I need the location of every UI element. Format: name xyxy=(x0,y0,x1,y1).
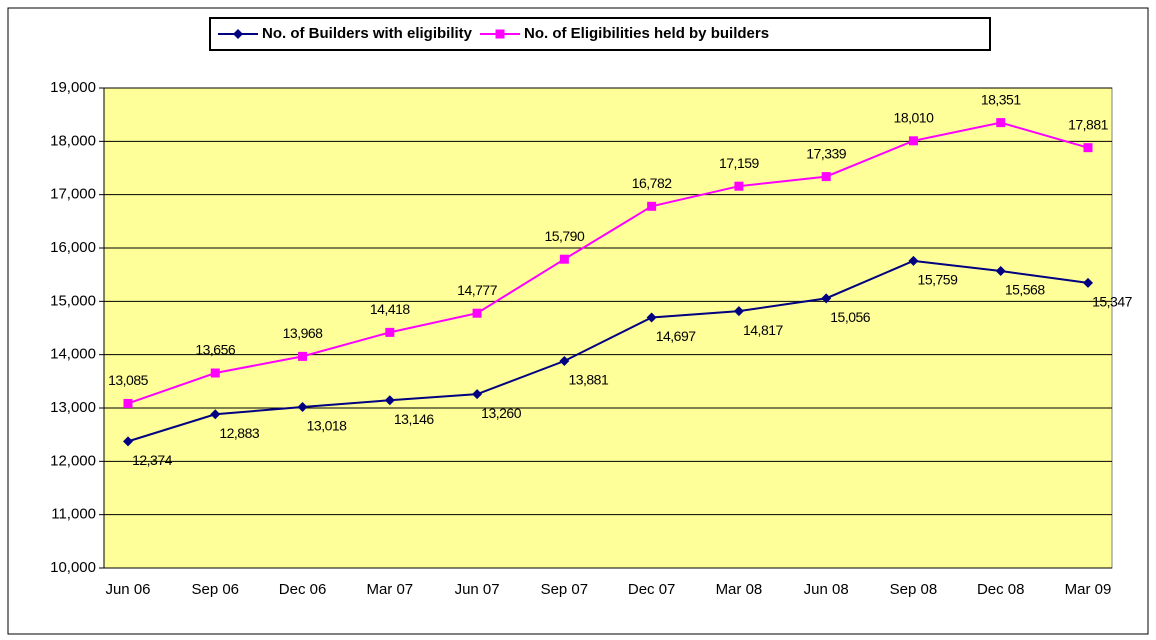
data-label: 17,881 xyxy=(1068,116,1109,132)
marker xyxy=(1083,277,1093,288)
y-tick-label: 19,000 xyxy=(50,79,96,96)
x-tick-label: Jun 07 xyxy=(455,581,500,598)
legend-label: No. of Eligibilities held by builders xyxy=(524,25,769,42)
x-tick-label: Mar 07 xyxy=(366,581,413,598)
data-label: 13,260 xyxy=(481,405,522,421)
y-tick-label: 16,000 xyxy=(50,239,96,256)
marker xyxy=(647,201,657,211)
marker xyxy=(472,308,482,318)
data-label: 12,374 xyxy=(132,452,173,468)
marker xyxy=(996,118,1006,128)
legend-label: No. of Builders with eligibility xyxy=(262,25,473,42)
y-tick-label: 14,000 xyxy=(50,346,96,363)
y-tick-label: 17,000 xyxy=(50,186,96,203)
y-tick-label: 12,000 xyxy=(50,452,96,469)
marker xyxy=(210,368,220,378)
x-tick-label: Mar 08 xyxy=(716,581,763,598)
x-tick-label: Dec 08 xyxy=(977,581,1025,598)
x-tick-label: Dec 07 xyxy=(628,581,676,598)
y-tick-label: 13,000 xyxy=(50,399,96,416)
x-tick-label: Jun 06 xyxy=(105,581,150,598)
marker xyxy=(821,172,831,182)
marker xyxy=(821,293,832,304)
marker xyxy=(559,356,570,367)
data-label: 13,018 xyxy=(307,418,348,434)
data-label: 17,159 xyxy=(719,155,760,171)
marker xyxy=(472,389,483,400)
data-label: 12,883 xyxy=(219,425,260,441)
data-label: 13,881 xyxy=(568,372,609,388)
marker xyxy=(210,409,221,420)
plot-area xyxy=(103,87,1113,569)
data-label: 14,697 xyxy=(656,328,697,344)
marker xyxy=(385,327,395,337)
series-line xyxy=(127,259,1089,443)
data-label: 14,777 xyxy=(457,282,498,298)
data-label: 13,656 xyxy=(195,342,236,358)
y-tick-label: 10,000 xyxy=(50,559,96,576)
data-label: 16,782 xyxy=(632,175,673,191)
data-label: 15,056 xyxy=(830,309,871,325)
legend-box xyxy=(209,17,991,51)
data-label: 13,968 xyxy=(283,325,324,341)
data-label: 18,351 xyxy=(981,91,1022,107)
marker xyxy=(646,312,657,323)
marker xyxy=(908,255,919,266)
data-label: 14,817 xyxy=(743,322,784,338)
y-tick-label: 18,000 xyxy=(50,132,96,149)
marker xyxy=(733,306,744,317)
data-label: 15,568 xyxy=(1005,282,1046,298)
x-tick-label: Mar 09 xyxy=(1065,581,1112,598)
data-label: 15,759 xyxy=(918,272,959,288)
x-tick-label: Sep 08 xyxy=(890,581,938,598)
series-line xyxy=(127,121,1089,405)
x-tick-label: Dec 06 xyxy=(279,581,327,598)
data-label: 13,146 xyxy=(394,411,435,427)
data-label: 15,790 xyxy=(544,228,585,244)
marker xyxy=(1083,143,1093,153)
marker xyxy=(298,351,308,361)
x-tick-label: Jun 08 xyxy=(804,581,849,598)
x-tick-label: Sep 07 xyxy=(541,581,589,598)
marker xyxy=(559,254,569,264)
y-tick-label: 15,000 xyxy=(50,292,96,309)
marker xyxy=(908,136,918,146)
data-label: 14,418 xyxy=(370,301,411,317)
marker xyxy=(384,395,395,406)
data-label: 18,010 xyxy=(894,110,935,126)
y-tick-label: 11,000 xyxy=(51,506,96,523)
marker xyxy=(734,181,744,191)
x-tick-label: Sep 06 xyxy=(191,581,239,598)
data-label: 17,339 xyxy=(806,145,847,161)
marker xyxy=(495,29,505,39)
marker xyxy=(995,266,1006,277)
marker xyxy=(297,402,308,413)
marker xyxy=(233,29,243,39)
data-label: 15,347 xyxy=(1092,294,1133,310)
marker xyxy=(123,436,133,447)
data-label: 13,085 xyxy=(108,372,149,388)
marker xyxy=(123,398,133,408)
